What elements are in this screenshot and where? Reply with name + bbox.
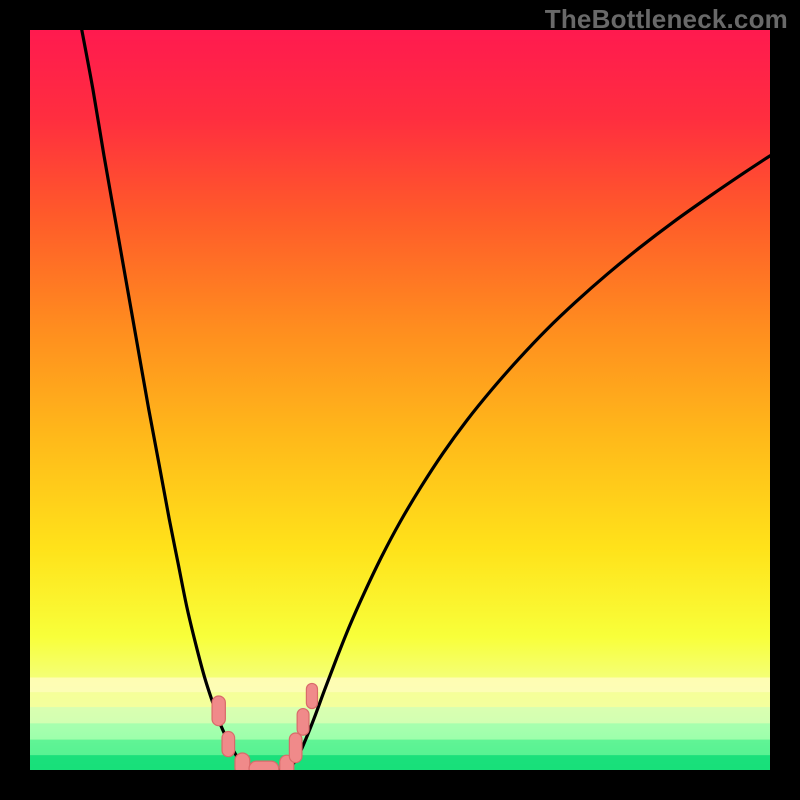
band (30, 678, 770, 693)
chart-canvas (0, 0, 800, 800)
band (30, 692, 770, 707)
plot-area (30, 30, 770, 777)
banding-overlay (30, 678, 770, 771)
curve-marker (289, 733, 302, 763)
curve-marker (306, 683, 317, 708)
band (30, 723, 770, 739)
band (30, 707, 770, 723)
gradient-background (30, 30, 770, 770)
watermark-text: TheBottleneck.com (545, 4, 788, 35)
curve-marker (222, 732, 235, 757)
curve-marker (297, 709, 309, 736)
band (30, 740, 770, 756)
curve-marker (212, 696, 225, 726)
band (30, 755, 770, 770)
